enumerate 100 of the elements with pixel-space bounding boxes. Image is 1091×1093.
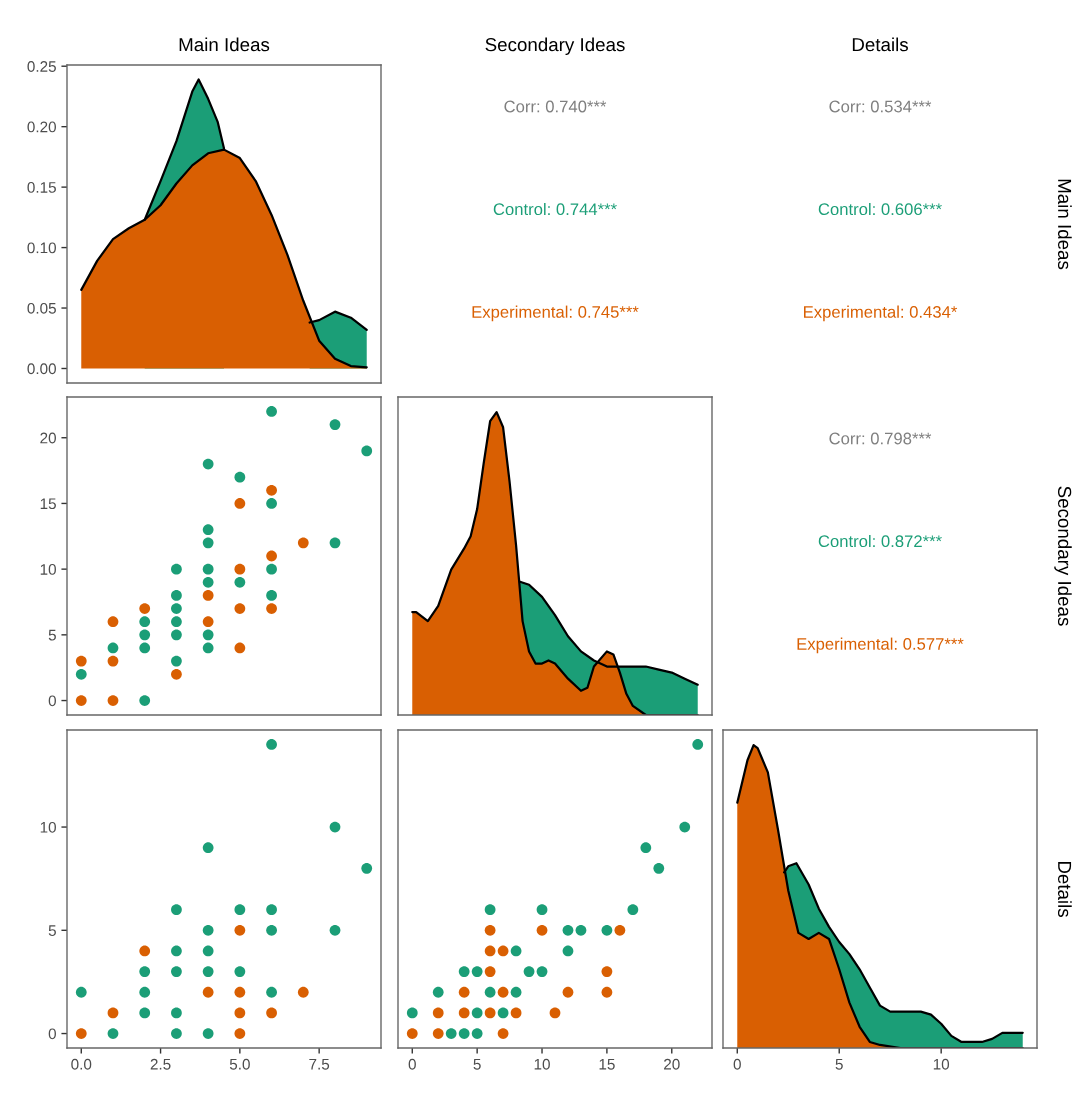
point — [171, 616, 182, 628]
x-tick-label: 15 — [599, 1058, 615, 1070]
point — [562, 924, 574, 936]
x-tick-label: 0 — [733, 1058, 741, 1070]
x-tick-label: 7.5 — [309, 1058, 330, 1070]
point — [234, 966, 246, 977]
point — [139, 603, 151, 614]
y-tick-label: 0.10 — [27, 242, 56, 254]
point — [139, 945, 151, 957]
y-tick-label: 0.25 — [27, 61, 56, 72]
point — [484, 966, 496, 977]
point — [329, 419, 341, 430]
text: Details — [852, 37, 908, 52]
point — [266, 563, 277, 575]
point — [139, 1007, 151, 1019]
x-tick-label: 5.0 — [229, 1058, 250, 1070]
point — [202, 629, 214, 641]
x-tick-label: 0 — [408, 1058, 416, 1070]
point — [536, 966, 548, 977]
point — [497, 1007, 509, 1019]
point — [497, 945, 509, 957]
point — [361, 445, 373, 457]
y-tick-label: 15 — [40, 498, 56, 510]
point — [107, 642, 119, 654]
point — [406, 1007, 418, 1019]
point — [171, 629, 182, 641]
point — [614, 924, 626, 936]
point — [497, 1028, 509, 1039]
text: Corr: 0.798*** — [829, 432, 932, 445]
point — [234, 498, 246, 509]
text: Control: 0.744*** — [493, 202, 617, 216]
point — [75, 695, 87, 706]
x-tick-label: 5 — [473, 1058, 481, 1070]
point — [266, 550, 277, 562]
x-tick-label: 0.0 — [71, 1058, 92, 1070]
point — [139, 616, 151, 628]
point — [75, 1028, 87, 1039]
point — [266, 498, 277, 509]
point — [329, 537, 341, 549]
point — [234, 576, 246, 588]
point — [406, 1028, 418, 1039]
point — [329, 924, 341, 936]
point — [679, 821, 691, 833]
point — [171, 603, 182, 614]
point — [202, 966, 214, 977]
point — [107, 1028, 119, 1039]
point — [266, 590, 277, 601]
point — [266, 1007, 277, 1019]
point — [329, 821, 341, 833]
y-tick-label: 0 — [48, 695, 56, 707]
point — [562, 986, 574, 998]
point — [484, 924, 496, 936]
point — [234, 986, 246, 998]
y-tick-label: 5 — [48, 629, 56, 641]
point — [75, 986, 87, 998]
point — [171, 966, 182, 977]
x-tick-label: 10 — [933, 1058, 950, 1070]
point — [266, 484, 277, 496]
point — [266, 986, 277, 998]
point — [75, 668, 87, 680]
point — [202, 842, 214, 854]
point — [171, 668, 182, 680]
point — [171, 655, 182, 667]
point — [202, 563, 214, 575]
point — [107, 616, 119, 628]
y-tick-label: 0.00 — [27, 363, 56, 375]
point — [484, 904, 496, 916]
text: Secondary Ideas — [1054, 486, 1072, 626]
y-tick-label: 5 — [48, 925, 56, 936]
point — [445, 1028, 457, 1039]
point — [202, 576, 214, 588]
point — [497, 986, 509, 998]
point — [536, 924, 548, 936]
point — [266, 924, 277, 936]
point — [432, 1007, 444, 1019]
point — [202, 642, 214, 654]
point — [653, 862, 665, 874]
text: Experimental: 0.434* — [804, 305, 958, 322]
point — [510, 945, 522, 957]
point — [234, 603, 246, 614]
point — [640, 842, 652, 854]
point — [234, 642, 246, 654]
x-tick-label: 20 — [664, 1058, 680, 1070]
point — [139, 642, 151, 654]
point — [202, 524, 214, 536]
point — [202, 537, 214, 549]
text: Control: 0.872*** — [818, 534, 942, 548]
point — [266, 904, 277, 916]
point — [266, 603, 277, 614]
point — [139, 695, 151, 706]
point — [297, 986, 309, 998]
point — [484, 986, 496, 998]
text: Corr: 0.534*** — [829, 100, 932, 113]
point — [202, 986, 214, 998]
point — [458, 1028, 470, 1039]
text: Control: 0.606*** — [818, 202, 942, 216]
point — [139, 986, 151, 998]
point — [266, 739, 277, 750]
point — [171, 1007, 182, 1019]
y-tick-label: 0.20 — [27, 121, 56, 133]
